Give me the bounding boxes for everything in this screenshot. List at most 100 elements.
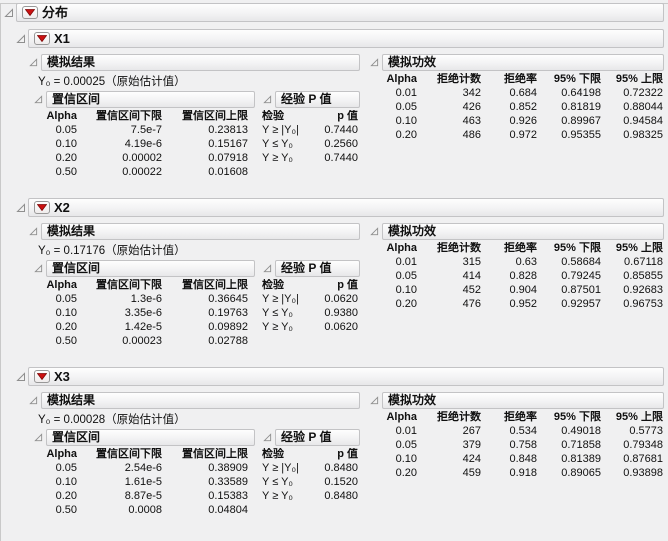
confidence-interval-header[interactable]: 置信区间 [31, 91, 255, 108]
table-header-row: 检验 p 值 [262, 279, 358, 293]
reject-rate-cell: 0.918 [509, 467, 537, 479]
confidence-interval-header[interactable]: 置信区间 [31, 260, 255, 277]
disclosure-open-icon[interactable] [262, 263, 273, 274]
disclosure-open-icon[interactable] [28, 57, 39, 68]
column-header-ci-lower: 置信区间下限 [96, 279, 162, 291]
empirical-pvalue-table: 检验 p 值 Y ≥ |Y₀| 0.8480 Y ≤ Y₀ [262, 448, 358, 504]
table-row: 0.05 379 0.758 0.71858 0.79348 [373, 439, 663, 453]
table-header-row: 检验 p 值 [262, 448, 358, 462]
disclosure-open-icon[interactable] [28, 226, 39, 237]
pvalue-cell: 0.9380 [324, 307, 358, 319]
upper-95-cell: 0.93898 [623, 467, 663, 479]
confidence-interval-table: Alpha 置信区间下限 置信区间上限 0.05 2.54e-6 0.38909 [37, 448, 248, 518]
red-triangle-menu-icon[interactable] [22, 6, 38, 19]
sim-power-header[interactable]: 模拟功效 [367, 392, 664, 409]
disclosure-open-icon[interactable] [369, 395, 380, 406]
sim-power-bar[interactable]: 模拟功效 [382, 54, 664, 71]
test-cell: Y ≥ Y₀ [262, 490, 293, 502]
upper-95-cell: 0.96753 [623, 298, 663, 310]
disclosure-open-icon[interactable] [369, 57, 380, 68]
alpha-cell: 0.05 [55, 462, 77, 474]
lower-95-cell: 0.58684 [561, 256, 601, 268]
alpha-cell: 0.10 [55, 307, 77, 319]
sim-results-header[interactable]: 模拟结果 [26, 54, 360, 71]
root-outline-bar[interactable]: 分布 [16, 3, 664, 22]
empirical-pvalue-bar[interactable]: 经验 P 值 [275, 91, 360, 108]
disclosure-open-icon[interactable] [15, 202, 26, 213]
disclosure-open-icon[interactable] [15, 371, 26, 382]
table-row: 0.20 486 0.972 0.95355 0.98325 [373, 129, 663, 143]
upper-95-cell: 0.92683 [623, 284, 663, 296]
empirical-pvalue-header[interactable]: 经验 P 值 [260, 91, 360, 108]
table-row: 0.10 424 0.848 0.81389 0.87681 [373, 453, 663, 467]
ci-lower-cell: 8.87e-5 [124, 490, 162, 502]
variable-outline-bar[interactable]: X2 [28, 198, 664, 217]
sim-power-header[interactable]: 模拟功效 [367, 54, 664, 71]
confidence-interval-bar[interactable]: 置信区间 [46, 429, 255, 446]
sim-power-bar[interactable]: 模拟功效 [382, 392, 664, 409]
variable-header[interactable]: X3 [13, 367, 664, 386]
table-row: 0.10 3.35e-6 0.19763 [37, 307, 248, 321]
empirical-pvalue-header[interactable]: 经验 P 值 [260, 429, 360, 446]
disclosure-open-icon[interactable] [262, 94, 273, 105]
report-root-header[interactable]: 分布 [1, 3, 664, 22]
variable-outline-bar[interactable]: X3 [28, 367, 664, 386]
table-row: 0.20 1.42e-5 0.09892 [37, 321, 248, 335]
disclosure-open-icon[interactable] [33, 94, 44, 105]
confidence-interval-bar[interactable]: 置信区间 [46, 260, 255, 277]
confidence-interval-bar[interactable]: 置信区间 [46, 91, 255, 108]
pvalue-cell: 0.7440 [324, 152, 358, 164]
sim-results-title: 模拟结果 [47, 393, 96, 407]
variable-outline-bar[interactable]: X1 [28, 29, 664, 48]
reject-rate-cell: 0.828 [509, 270, 537, 282]
sim-results-bar[interactable]: 模拟结果 [41, 223, 360, 240]
disclosure-open-icon[interactable] [15, 33, 26, 44]
alpha-cell: 0.01 [395, 87, 417, 99]
disclosure-open-icon[interactable] [369, 226, 380, 237]
disclosure-open-icon[interactable] [262, 432, 273, 443]
disclosure-open-icon[interactable] [33, 432, 44, 443]
table-row: Y ≥ Y₀ 0.8480 [262, 490, 358, 504]
alpha-cell: 0.01 [395, 256, 417, 268]
variable-header[interactable]: X2 [13, 198, 664, 217]
ci-upper-cell: 0.23813 [208, 124, 248, 136]
empirical-pvalue-bar[interactable]: 经验 P 值 [275, 429, 360, 446]
alpha-cell: 0.05 [55, 124, 77, 136]
empirical-pvalue-header[interactable]: 经验 P 值 [260, 260, 360, 277]
confidence-interval-header[interactable]: 置信区间 [31, 429, 255, 446]
reject-rate-cell: 0.848 [509, 453, 537, 465]
variable-header[interactable]: X1 [13, 29, 664, 48]
table-row: 0.05 426 0.852 0.81819 0.88044 [373, 101, 663, 115]
sim-results-title: 模拟结果 [47, 55, 96, 69]
confidence-interval-table: Alpha 置信区间下限 置信区间上限 0.05 7.5e-7 0.23813 [37, 110, 248, 180]
reject-rate-cell: 0.684 [509, 87, 537, 99]
sim-results-panel: 模拟结果 Y₀ = 0.00025（原始估计值） [26, 54, 360, 180]
empirical-pvalue-bar[interactable]: 经验 P 值 [275, 260, 360, 277]
upper-95-cell: 0.85855 [623, 270, 663, 282]
red-triangle-menu-icon[interactable] [34, 370, 50, 383]
sim-results-header[interactable]: 模拟结果 [26, 392, 360, 409]
table-row: 0.10 4.19e-6 0.15167 [37, 138, 248, 152]
table-header-row: 检验 p 值 [262, 110, 358, 124]
sim-power-header[interactable]: 模拟功效 [367, 223, 664, 240]
column-header-alpha: Alpha [386, 411, 417, 423]
disclosure-open-icon[interactable] [3, 7, 14, 18]
red-triangle-menu-icon[interactable] [34, 201, 50, 214]
upper-95-cell: 0.79348 [623, 439, 663, 451]
ci-lower-cell: 1.61e-5 [124, 476, 162, 488]
disclosure-open-icon[interactable] [33, 263, 44, 274]
test-cell: Y ≥ |Y₀| [262, 293, 299, 305]
alpha-cell: 0.10 [395, 453, 417, 465]
alpha-cell: 0.10 [55, 138, 77, 150]
sim-results-bar[interactable]: 模拟结果 [41, 392, 360, 409]
alpha-cell: 0.01 [395, 425, 417, 437]
test-cell: Y ≤ Y₀ [262, 138, 293, 150]
sim-results-header[interactable]: 模拟结果 [26, 223, 360, 240]
sim-results-bar[interactable]: 模拟结果 [41, 54, 360, 71]
lower-95-cell: 0.92957 [561, 298, 601, 310]
variable-section: X3 模拟结果 Y₀ = 0.00028（原始估计值） [13, 367, 664, 518]
sim-power-title: 模拟功效 [388, 224, 437, 238]
disclosure-open-icon[interactable] [28, 395, 39, 406]
red-triangle-menu-icon[interactable] [34, 32, 50, 45]
sim-power-bar[interactable]: 模拟功效 [382, 223, 664, 240]
